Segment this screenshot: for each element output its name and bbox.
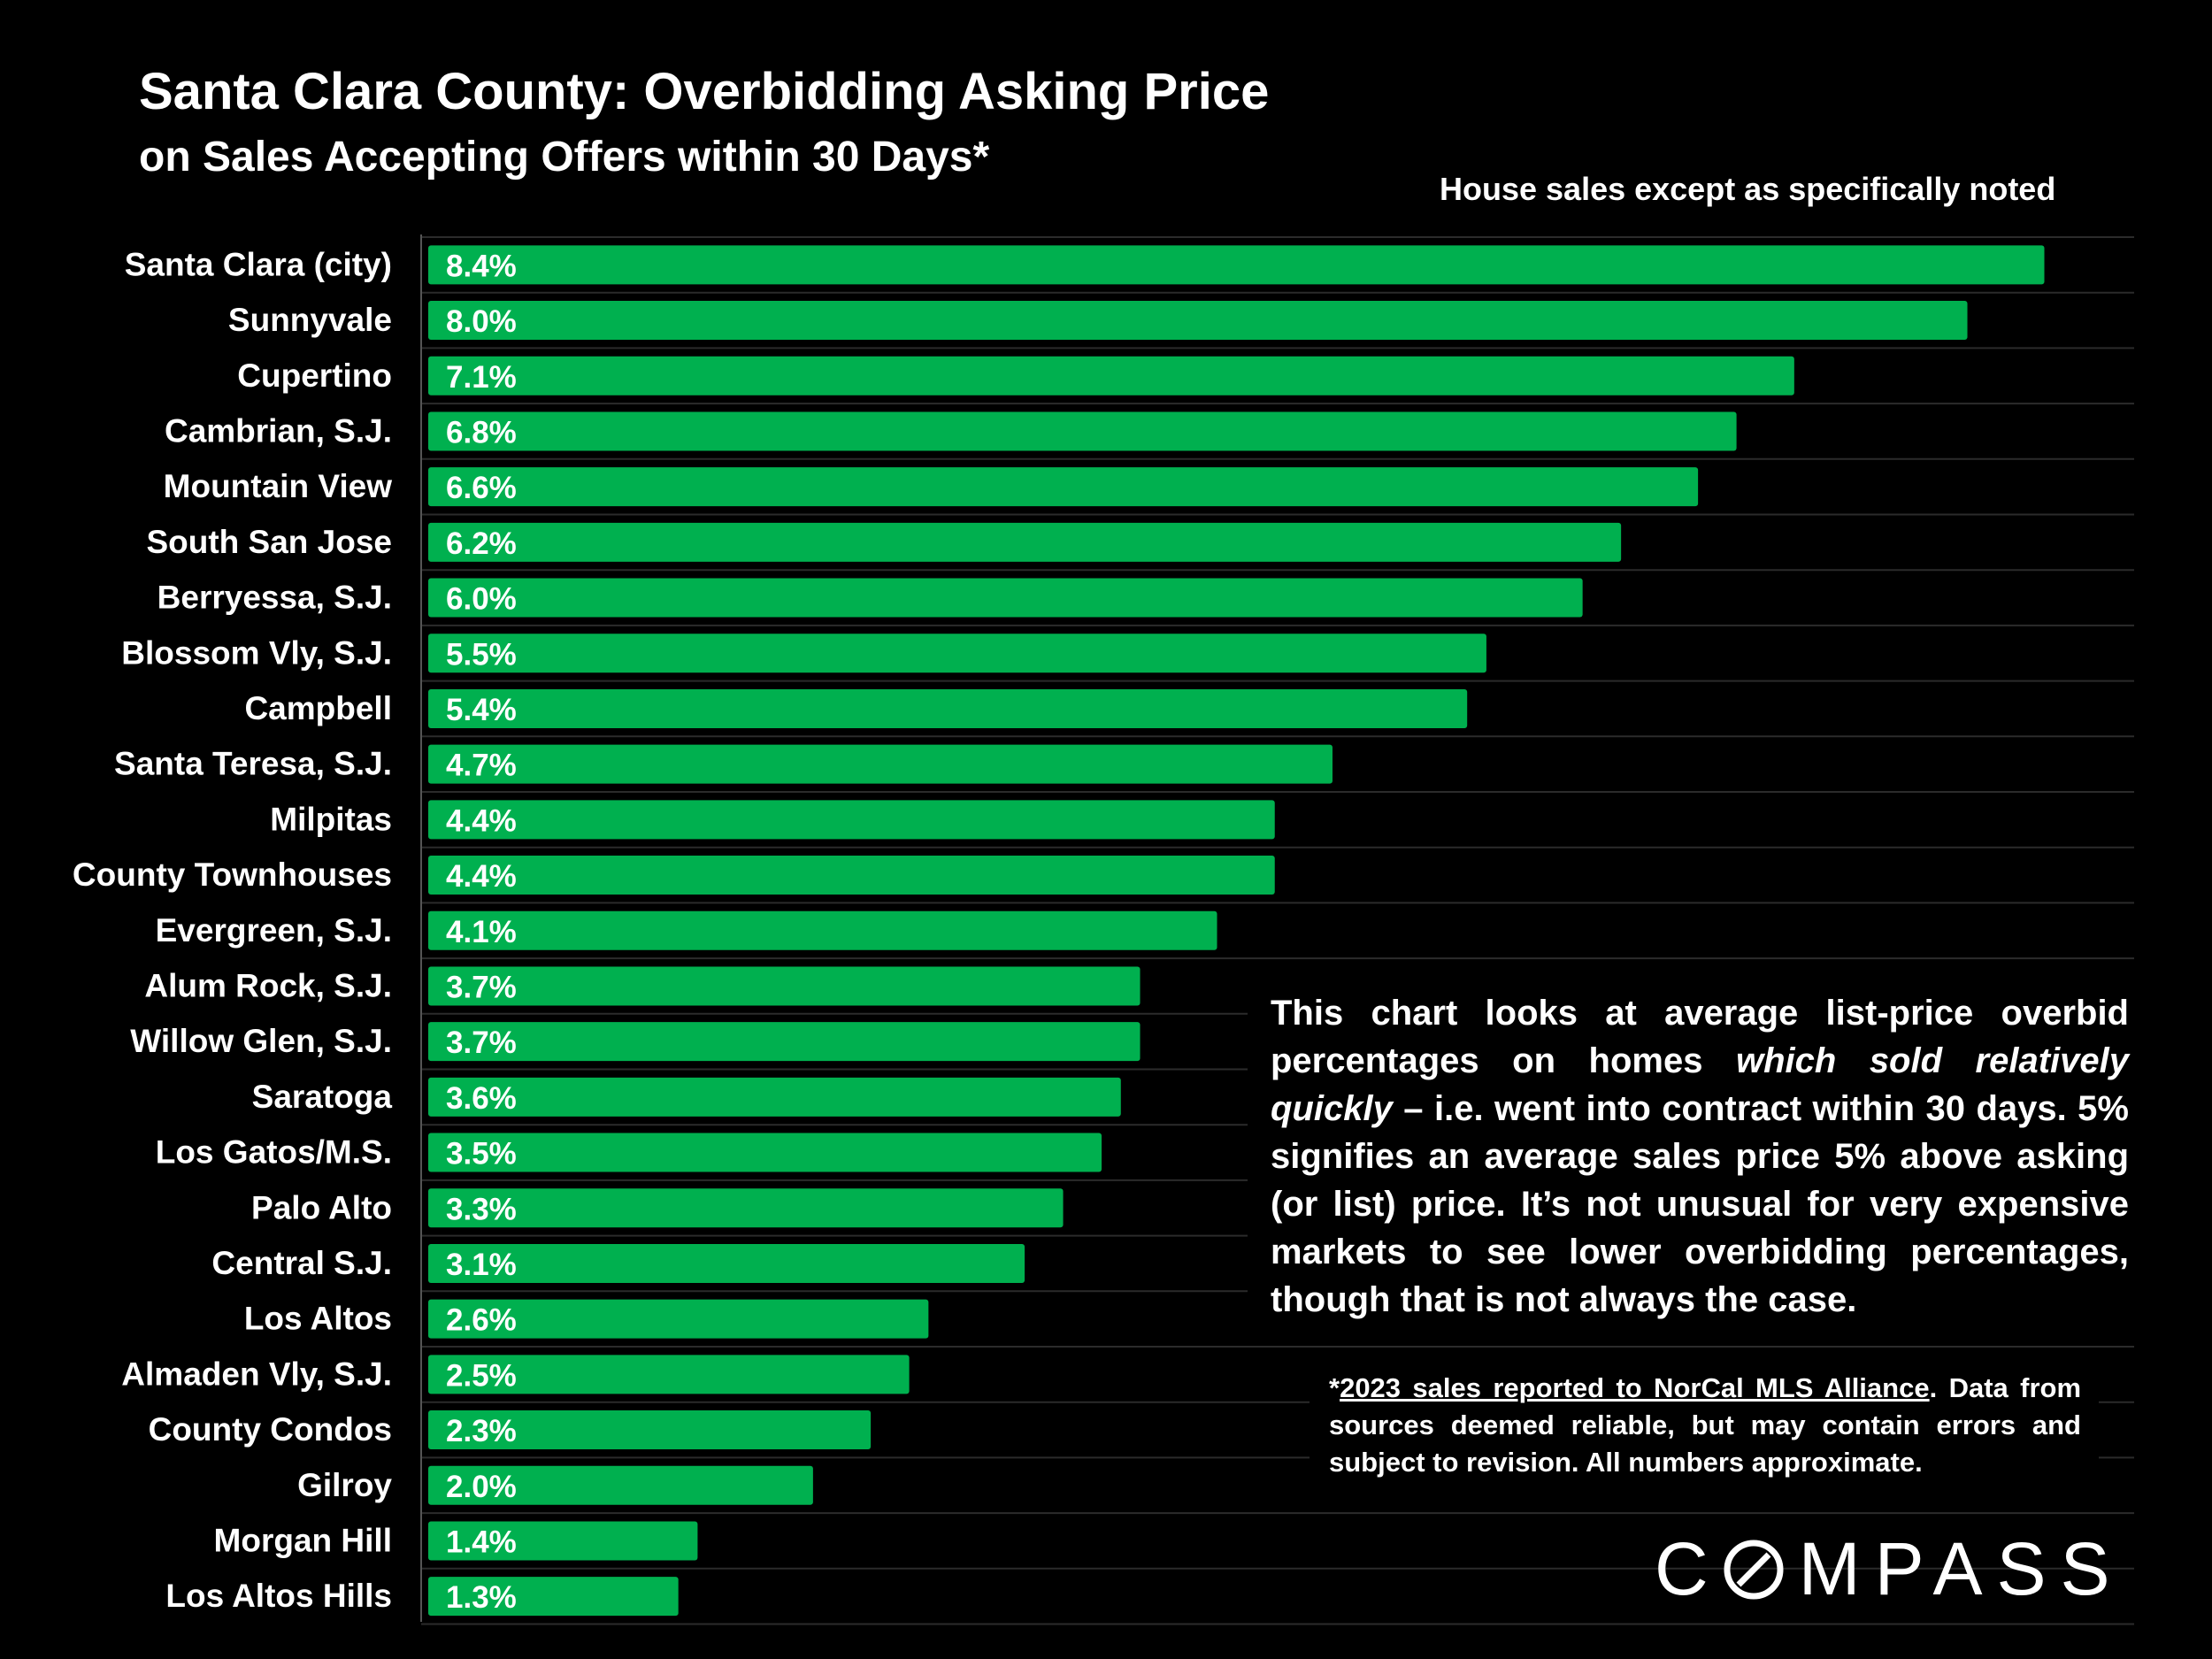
bar xyxy=(428,1133,1102,1172)
category-label: South San Jose xyxy=(146,524,392,560)
bar-value-label: 4.7% xyxy=(446,749,517,783)
category-label: County Townhouses xyxy=(73,856,392,893)
category-label: Alum Rock, S.J. xyxy=(144,967,392,1003)
bar xyxy=(428,1299,929,1339)
explanation-text-2: – i.e. went into contract within 30 days… xyxy=(1271,1089,2129,1319)
category-label: Cupertino xyxy=(237,357,392,394)
category-label: Blossom Vly, S.J. xyxy=(121,634,392,671)
category-label: Gilroy xyxy=(297,1467,392,1503)
category-label: Los Altos Hills xyxy=(165,1578,392,1614)
value-labels: 8.4% 8.0% 7.1% 6.8% 6.6% 6.2% 6.0% 5.5% 5.4% 4.7%… xyxy=(446,249,517,1615)
bar xyxy=(428,411,1737,451)
bar-value-label: 2.0% xyxy=(446,1470,517,1504)
compass-o-icon xyxy=(1724,1540,1784,1599)
category-label: Cambrian, S.J. xyxy=(165,412,392,449)
bar-value-label: 3.3% xyxy=(446,1192,517,1226)
bar-value-label: 8.0% xyxy=(446,304,517,339)
category-label: Los Altos xyxy=(244,1301,392,1337)
bar-value-label: 6.2% xyxy=(446,526,517,561)
bar-value-label: 5.5% xyxy=(446,637,517,672)
bar-value-label: 1.4% xyxy=(446,1525,517,1559)
chart-explanation: This chart looks at average list-price o… xyxy=(1248,982,2145,1336)
bar xyxy=(428,522,1622,562)
source-footnote: *2023 sales reported to NorCal MLS Allia… xyxy=(1310,1363,2099,1490)
bar-value-label: 1.3% xyxy=(446,1580,517,1615)
bar xyxy=(428,1577,679,1617)
category-label: Santa Teresa, S.J. xyxy=(114,746,392,782)
category-label: Saratoga xyxy=(252,1079,393,1115)
logo-letters-mpass: MPASS xyxy=(1798,1527,2124,1610)
category-label: Central S.J. xyxy=(211,1245,392,1281)
category-label: Santa Clara (city) xyxy=(125,246,392,282)
category-label: Willow Glen, S.J. xyxy=(130,1023,392,1059)
bar-value-label: 3.5% xyxy=(446,1137,517,1171)
bar xyxy=(428,1188,1064,1228)
bar xyxy=(428,800,1275,840)
bar xyxy=(428,356,1794,396)
category-labels: Santa Clara (city) Sunnyvale Cupertino Camb… xyxy=(73,246,392,1614)
category-label: County Condos xyxy=(149,1411,392,1448)
bar-value-label: 4.1% xyxy=(446,915,517,949)
bar xyxy=(428,301,1968,341)
bar-value-label: 6.0% xyxy=(446,582,517,617)
bar-value-label: 2.6% xyxy=(446,1303,517,1338)
category-label: Los Gatos/M.S. xyxy=(156,1134,392,1171)
bar-value-label: 3.7% xyxy=(446,1025,517,1060)
bar-value-label: 4.4% xyxy=(446,803,517,838)
bar-value-label: 5.4% xyxy=(446,693,517,727)
footnote-asterisk: * xyxy=(1329,1372,1340,1403)
bar-value-label: 3.6% xyxy=(446,1081,517,1116)
footnote-text: . Data from sources deemed reliable, but… xyxy=(1329,1372,2082,1478)
bar xyxy=(428,744,1333,784)
bar-value-label: 2.5% xyxy=(446,1358,517,1393)
bar-value-label: 3.7% xyxy=(446,970,517,1004)
category-label: Morgan Hill xyxy=(214,1522,392,1558)
bar xyxy=(428,856,1275,895)
logo-letter-c: C xyxy=(1655,1527,1723,1610)
bar xyxy=(428,1465,813,1505)
bar xyxy=(428,467,1699,507)
bar xyxy=(428,1077,1121,1117)
bar-value-label: 6.6% xyxy=(446,471,517,505)
bar-value-label: 6.8% xyxy=(446,415,517,449)
bar-value-label: 4.4% xyxy=(446,859,517,894)
bar-value-label: 2.3% xyxy=(446,1414,517,1448)
bar xyxy=(428,966,1141,1006)
explanation-emphasis: which sold relatively quickly xyxy=(1271,1041,2129,1128)
chart-subtitle: on Sales Accepting Offers within 30 Days… xyxy=(139,134,990,180)
bar-value-label: 8.4% xyxy=(446,249,517,283)
bar xyxy=(428,910,1217,950)
bar xyxy=(428,1355,910,1394)
house-sales-note: House sales except as specifically noted xyxy=(1440,171,2056,207)
bar xyxy=(428,1022,1141,1062)
category-label: Berryessa, S.J. xyxy=(157,580,392,616)
category-label: Evergreen, S.J. xyxy=(156,912,392,949)
bar xyxy=(428,634,1486,673)
bar-value-label: 7.1% xyxy=(446,360,517,395)
category-label: Milpitas xyxy=(270,801,392,837)
category-label: Mountain View xyxy=(164,468,393,504)
bar-value-label: 3.1% xyxy=(446,1248,517,1282)
bar xyxy=(428,1410,872,1450)
bar xyxy=(428,688,1468,728)
explanation-text-1: This chart looks at average list-price o… xyxy=(1271,994,2129,1080)
chart-title: Santa Clara County: Overbidding Asking P… xyxy=(139,63,1270,120)
bar xyxy=(428,1521,698,1561)
bars xyxy=(428,245,2045,1617)
category-label: Palo Alto xyxy=(251,1189,392,1225)
bar xyxy=(428,245,2045,285)
bar xyxy=(428,578,1583,618)
footnote-source-link[interactable]: 2023 sales reported to NorCal MLS Allian… xyxy=(1340,1372,1930,1403)
category-label: Campbell xyxy=(244,690,392,726)
bar xyxy=(428,1243,1025,1283)
compass-logo: C MPASS xyxy=(1655,1526,2124,1612)
category-label: Almaden Vly, S.J. xyxy=(121,1356,392,1392)
category-label: Sunnyvale xyxy=(228,302,392,338)
